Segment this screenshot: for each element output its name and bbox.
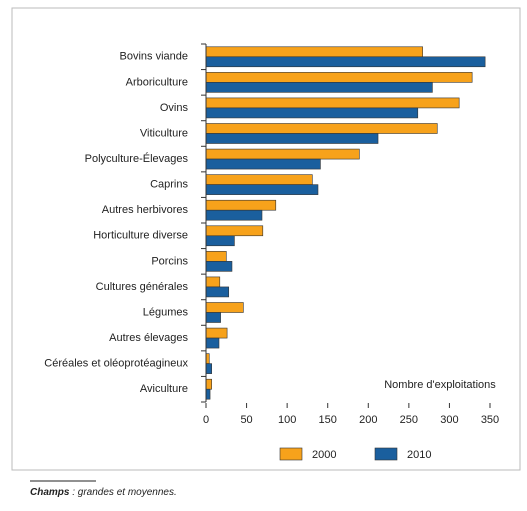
frame <box>11 7 521 471</box>
y-tick-label: Aviculture <box>140 383 188 395</box>
x-tick-label: 50 <box>240 414 252 426</box>
bar <box>205 225 264 237</box>
footnote-label: Champs <box>30 487 70 498</box>
legend-label: 2010 <box>407 449 431 461</box>
bar <box>205 276 221 288</box>
y-tick-label: Ovins <box>160 102 189 114</box>
bar <box>205 174 313 185</box>
footnote-text: : grandes et moyennes. <box>69 487 176 498</box>
y-tick-label: Caprins <box>150 179 188 191</box>
y-tick-label: Porcins <box>151 255 188 267</box>
footnote: Champs : grandes et moyennes. <box>30 487 177 498</box>
y-tick-label: Autres herbivores <box>102 204 189 216</box>
bar <box>205 133 379 144</box>
bar <box>205 286 230 298</box>
x-tick-label: 300 <box>440 414 458 426</box>
bar <box>205 158 321 170</box>
y-tick-label: Viticulture <box>140 127 188 139</box>
bar <box>205 209 263 221</box>
bar <box>205 363 212 374</box>
bar <box>205 378 212 390</box>
bar <box>205 123 438 134</box>
bar <box>205 261 233 272</box>
bar <box>205 312 221 323</box>
x-tick-label: 250 <box>400 414 418 426</box>
bar <box>205 97 460 109</box>
bar <box>205 327 228 339</box>
y-tick-label: Céréales et oléoprotéagineux <box>44 358 188 370</box>
x-tick-label: 200 <box>359 414 377 426</box>
y-tick-label: Arboriculture <box>126 76 188 88</box>
y-tick-label: Bovins viande <box>120 51 189 63</box>
y-tick-label: Cultures générales <box>96 281 189 293</box>
y-tick-label: Légumes <box>143 306 189 318</box>
x-tick-label: 0 <box>203 414 209 426</box>
bar <box>205 199 277 211</box>
bar <box>205 72 473 83</box>
bar <box>205 235 235 247</box>
bar <box>205 388 211 400</box>
x-tick-label: 100 <box>278 414 296 426</box>
bar <box>205 46 423 58</box>
y-tick-label: Autres élevages <box>109 332 188 344</box>
bar <box>205 148 360 160</box>
legend-label: 2000 <box>312 449 336 461</box>
bar <box>205 82 433 93</box>
x-tick-label: 350 <box>481 414 499 426</box>
bar <box>205 337 220 349</box>
x-tick-label: 150 <box>319 414 337 426</box>
bar <box>205 184 319 195</box>
bar <box>205 302 244 313</box>
legend-swatch <box>279 447 303 461</box>
y-tick-label: Horticulture diverse <box>93 230 188 242</box>
bar <box>205 56 486 68</box>
bar <box>205 251 227 262</box>
bar <box>205 107 419 119</box>
legend-swatch <box>374 447 398 461</box>
x-axis-label: Nombre d'exploitations <box>384 379 496 391</box>
y-tick-label: Polyculture-Élevages <box>85 152 189 165</box>
